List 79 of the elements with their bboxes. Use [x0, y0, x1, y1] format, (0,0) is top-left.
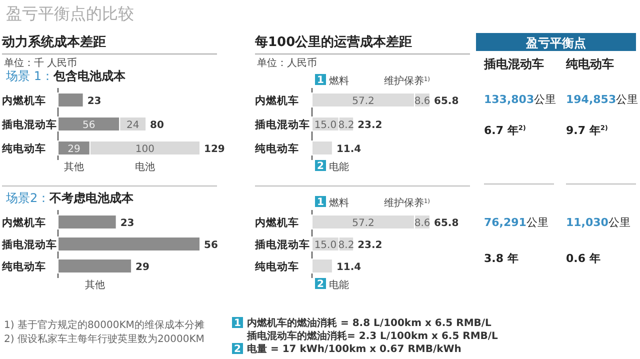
- y-tick-label: 纯电动车: [254, 142, 299, 155]
- total-label: 11.4: [336, 144, 362, 155]
- data-label: 15.0: [314, 120, 337, 131]
- series-label: 维护保养$^{1)}$: [384, 197, 430, 209]
- text: 0.6 年: [566, 252, 600, 265]
- data-label: 29: [68, 144, 80, 155]
- text: 场景 1：: [5, 69, 54, 83]
- series-label: 燃料: [329, 197, 349, 209]
- y-tick-label: 插电混动车: [1, 238, 57, 251]
- bar: [312, 258, 333, 274]
- text: 包含电池成本: [52, 69, 126, 83]
- text: 76,291公里: [484, 216, 548, 229]
- text: 11,030公里: [566, 216, 630, 229]
- data-label: 8.6: [414, 96, 430, 107]
- total-label: 23.2: [358, 240, 382, 251]
- number-badge: 1: [232, 317, 243, 329]
- y-tick-label: 内燃机车: [2, 216, 46, 229]
- y-tick-label: 内燃机车: [2, 94, 46, 107]
- total-label: 65.8: [434, 96, 459, 107]
- text: 133,803公里: [484, 93, 556, 106]
- text: 6.7 年$^{2)}$: [484, 124, 526, 137]
- data-label: 56: [204, 240, 218, 251]
- text: 插电混动车: [483, 57, 544, 71]
- data-label: 23: [120, 218, 134, 229]
- total-label: 129: [204, 144, 225, 155]
- data-label: 8.2: [338, 240, 354, 251]
- bar: [312, 140, 333, 156]
- series-label: 其他: [64, 161, 84, 173]
- y-tick-label: 纯电动车: [1, 260, 46, 273]
- y-tick-label: 插电混动车: [1, 118, 57, 131]
- total-label: 23.2: [358, 120, 382, 131]
- text: 194,853公里: [566, 93, 638, 106]
- chart-title: 每100公里的运营成本差距: [254, 34, 412, 50]
- y-tick-label: 插电混动车: [254, 238, 310, 251]
- y-tick-label: 插电混动车: [254, 118, 310, 131]
- text: 盈亏平衡点的比较: [6, 4, 134, 23]
- number-badge: 2: [232, 343, 243, 355]
- total-label: 80: [150, 120, 164, 131]
- series-label: 电能: [329, 161, 349, 173]
- series-label: 电池: [134, 161, 155, 173]
- text: 9.7 年$^{2)}$: [566, 124, 608, 137]
- y-tick-label: 内燃机车: [255, 216, 299, 229]
- total-label: 65.8: [434, 218, 459, 229]
- total-label: 23: [87, 96, 102, 107]
- text: 内燃机车的燃油消耗 = 8.8 L/100km x 6.5 RMB/L: [247, 317, 492, 329]
- series-label: 其他: [84, 279, 105, 291]
- data-label: 57.2: [352, 218, 374, 229]
- chart-title: 动力系统成本差距: [1, 34, 106, 50]
- text: 纯电动车: [565, 57, 614, 71]
- data-label: 8.6: [414, 218, 430, 229]
- text: 1) 基于官方规定的80000KM的维保成本分摊: [4, 319, 204, 331]
- text: 场景2：: [5, 191, 50, 205]
- text: 盈亏平衡点: [525, 36, 586, 50]
- text: 插电混动车的燃油消耗= 2.3 L/100km x 6.5 RMB/L: [246, 330, 499, 342]
- y-tick-label: 内燃机车: [255, 94, 299, 107]
- data-label: 57.2: [352, 96, 374, 107]
- data-label: 15.0: [314, 240, 337, 251]
- text: 不考虑电池成本: [48, 191, 135, 205]
- data-label: 56: [82, 120, 96, 131]
- number-badge: 1: [315, 196, 326, 208]
- y-tick-label: 纯电动车: [1, 142, 46, 155]
- chart-subtitle: 单位：千 人民币: [4, 57, 78, 69]
- bar: [58, 92, 84, 108]
- total-label: 11.4: [336, 262, 362, 273]
- series-label: 维护保养$^{1)}$: [384, 75, 430, 87]
- data-label: 100: [135, 144, 155, 155]
- data-label: 29: [136, 262, 150, 273]
- number-badge: 2: [315, 160, 326, 172]
- number-badge: 2: [315, 278, 326, 290]
- data-label: 8.2: [338, 120, 354, 131]
- series-label: 燃料: [329, 75, 349, 87]
- data-label: 24: [126, 120, 140, 131]
- text: 2) 假设私家车主每年行驶英里数为20000KM: [4, 333, 204, 345]
- text: 电量 = 17 kWh/100km x 0.67 RMB/kWh: [247, 343, 462, 355]
- y-tick-label: 纯电动车: [254, 260, 299, 273]
- chart-subtitle: 单位：人民币: [257, 57, 317, 69]
- text: 3.8 年: [484, 252, 518, 265]
- number-badge: 1: [315, 74, 326, 86]
- series-label: 电能: [329, 279, 349, 291]
